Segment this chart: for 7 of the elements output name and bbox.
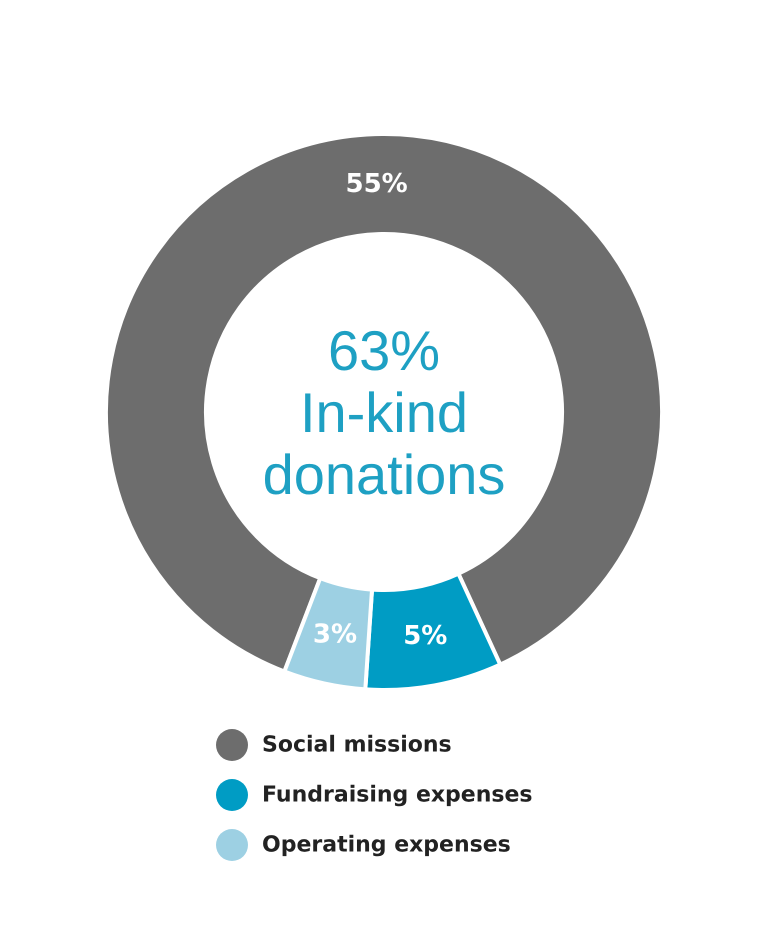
data-label: 5% bbox=[403, 621, 448, 652]
data-label: 3% bbox=[312, 620, 358, 650]
text: 63% In-kind donations bbox=[262, 319, 506, 506]
legend-label: Fundraising expenses bbox=[262, 782, 532, 808]
data-label: 55% bbox=[345, 169, 408, 200]
legend-label: Social missions bbox=[262, 732, 452, 758]
legend-label: Operating expenses bbox=[262, 832, 511, 858]
